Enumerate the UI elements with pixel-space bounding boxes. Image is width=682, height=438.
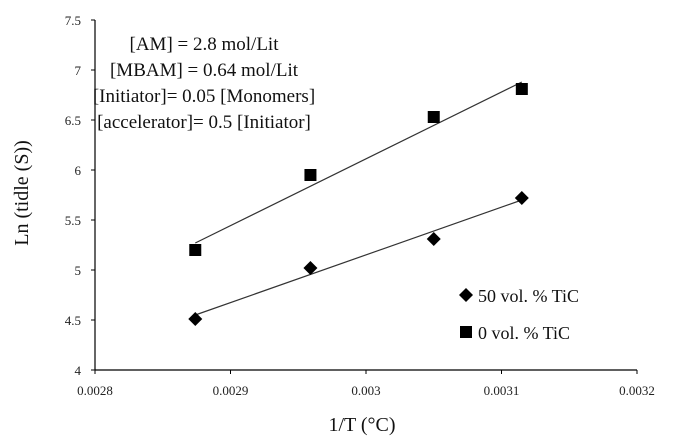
y-tick-label: 5.5 xyxy=(65,213,81,228)
point-square-2 xyxy=(427,111,440,123)
legend-marker-diamond xyxy=(459,288,473,302)
x-tick-label: 0.0031 xyxy=(484,383,520,398)
point-square-1 xyxy=(304,169,317,181)
y-tick-label: 6.5 xyxy=(65,113,81,128)
point-diamond-0 xyxy=(188,312,203,326)
y-axis-ticks: 4 4.5 5 5.5 6 6.5 7 7.5 xyxy=(65,13,95,378)
annotation-block: [AM] = 2.8 mol/Lit [MBAM] = 0.64 mol/Lit… xyxy=(93,34,315,133)
point-diamond-3 xyxy=(514,191,529,205)
legend-label-0-tic: 0 vol. % TiC xyxy=(478,323,570,343)
point-square-0 xyxy=(189,244,202,256)
point-diamond-2 xyxy=(426,232,441,246)
y-tick-label: 4 xyxy=(75,363,82,378)
x-tick-label: 0.0028 xyxy=(77,383,113,398)
legend: 50 vol. % TiC 0 vol. % TiC xyxy=(459,286,579,343)
legend-label-50-tic: 50 vol. % TiC xyxy=(478,286,579,306)
point-diamond-1 xyxy=(303,261,318,275)
trendlines xyxy=(195,81,523,316)
trendline-series-1 xyxy=(195,81,523,244)
annotation-accelerator: [accelerator]= 0.5 [Initiator] xyxy=(97,112,311,133)
annotation-initiator: [Initiator]= 0.05 [Monomers] xyxy=(93,86,315,107)
legend-item-0-tic: 0 vol. % TiC xyxy=(460,323,570,343)
y-tick-label: 7 xyxy=(75,63,82,78)
legend-marker-square xyxy=(460,326,472,338)
annotation-am: [AM] = 2.8 mol/Lit xyxy=(130,34,280,55)
y-tick-label: 4.5 xyxy=(65,313,81,328)
y-tick-label: 7.5 xyxy=(65,13,81,28)
annotation-mbam: [MBAM] = 0.64 mol/Lit xyxy=(110,60,299,81)
x-tick-label: 0.0032 xyxy=(619,383,655,398)
y-axis-title: Ln (tidle (S)) xyxy=(11,140,33,246)
x-axis-ticks: 0.0028 0.0029 0.003 0.0031 0.0032 xyxy=(77,370,655,398)
x-tick-label: 0.003 xyxy=(351,383,380,398)
x-tick-label: 0.0029 xyxy=(213,383,249,398)
trendline-series-0 xyxy=(195,199,523,316)
y-tick-label: 6 xyxy=(75,163,82,178)
x-axis-title: 1/T (°C) xyxy=(328,414,395,436)
point-square-3 xyxy=(515,83,528,95)
y-tick-label: 5 xyxy=(75,263,82,278)
data-points xyxy=(188,83,529,326)
legend-item-50-tic: 50 vol. % TiC xyxy=(459,286,579,306)
